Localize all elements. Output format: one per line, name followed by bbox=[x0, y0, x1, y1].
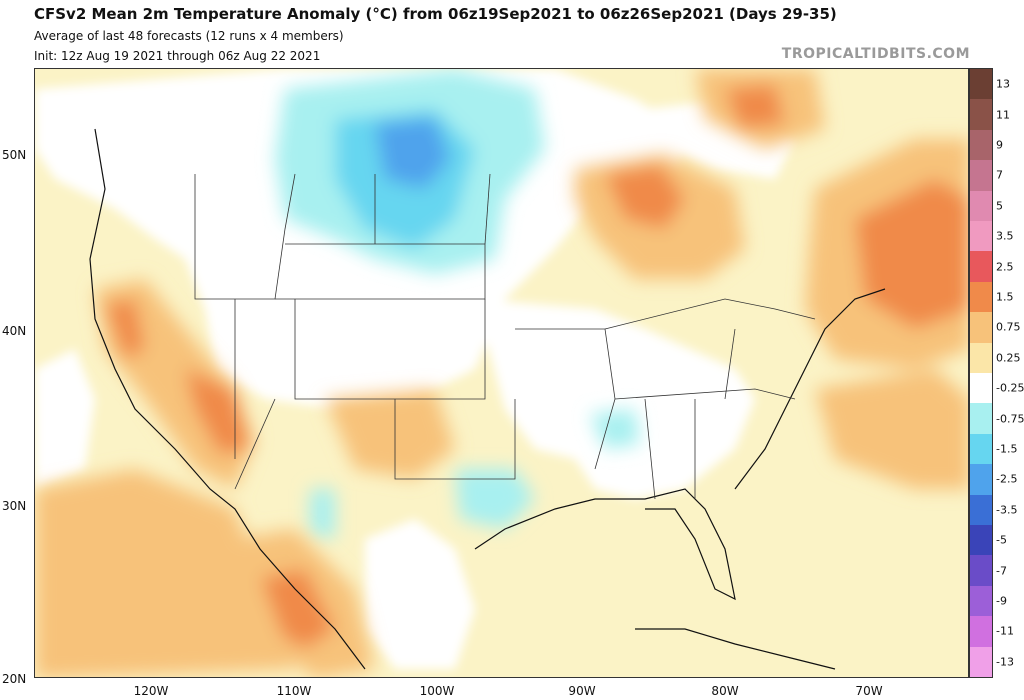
lat-label-20n: 20N bbox=[2, 672, 27, 686]
colorbar-label: 2.5 bbox=[996, 260, 1014, 274]
colorbar-segment bbox=[970, 281, 992, 313]
colorbar-segment bbox=[970, 494, 992, 526]
positive-anomaly-areas bbox=[35, 69, 968, 677]
colorbar-segment bbox=[970, 433, 992, 465]
source-watermark: TROPICALTIDBITS.COM bbox=[781, 46, 970, 62]
colorbar-segment bbox=[970, 312, 992, 344]
colorbar-label: -5 bbox=[996, 533, 1007, 547]
colorbar-segment bbox=[970, 190, 992, 222]
colorbar-segment bbox=[970, 342, 992, 374]
colorbar-segment bbox=[970, 251, 992, 283]
colorbar-label: 1.5 bbox=[996, 290, 1014, 304]
colorbar-segment bbox=[970, 129, 992, 161]
colorbar-label: 5 bbox=[996, 199, 1003, 213]
colorbar-label: -13 bbox=[996, 655, 1014, 669]
colorbar-label: -2.5 bbox=[996, 472, 1018, 486]
colorbar-segment bbox=[970, 646, 992, 678]
colorbar-label: -1.5 bbox=[996, 442, 1018, 456]
colorbar bbox=[969, 68, 993, 678]
colorbar-label: 9 bbox=[996, 138, 1003, 152]
colorbar-segment bbox=[970, 525, 992, 556]
colorbar-segment bbox=[970, 616, 992, 648]
colorbar-segment bbox=[970, 69, 992, 100]
lon-label-70w: 70W bbox=[855, 684, 883, 698]
lat-label-30n: 30N bbox=[2, 499, 27, 513]
colorbar-segment bbox=[970, 555, 992, 587]
colorbar-segment bbox=[970, 160, 992, 192]
forecast-subtitle: Average of last 48 forecasts (12 runs x … bbox=[34, 29, 344, 43]
colorbar-label: -0.75 bbox=[996, 412, 1024, 426]
lon-label-110w: 110W bbox=[276, 684, 312, 698]
coastline-outline bbox=[89, 128, 886, 670]
colorbar-label: 0.25 bbox=[996, 351, 1021, 365]
lon-label-120w: 120W bbox=[133, 684, 169, 698]
map-header: CFSv2 Mean 2m Temperature Anomaly (°C) f… bbox=[0, 0, 1024, 68]
colorbar-segment bbox=[970, 403, 992, 435]
colorbar-label: -9 bbox=[996, 594, 1007, 608]
colorbar-segment bbox=[970, 221, 992, 252]
colorbar-label: 0.75 bbox=[996, 320, 1021, 334]
lon-label-90w: 90W bbox=[568, 684, 596, 698]
colorbar-label: 3.5 bbox=[996, 229, 1014, 243]
colorbar-label: -7 bbox=[996, 564, 1007, 578]
colorbar-label: -0.25 bbox=[996, 381, 1024, 395]
lat-label-50n: 50N bbox=[2, 148, 27, 162]
colorbar-label: -11 bbox=[996, 624, 1014, 638]
state-borders bbox=[194, 173, 816, 500]
colorbar-label: 7 bbox=[996, 168, 1003, 182]
map-title: CFSv2 Mean 2m Temperature Anomaly (°C) f… bbox=[34, 5, 837, 23]
lon-label-80w: 80W bbox=[711, 684, 739, 698]
lat-label-40n: 40N bbox=[2, 324, 27, 338]
colorbar-label: -3.5 bbox=[996, 503, 1018, 517]
colorbar-label: 11 bbox=[996, 108, 1010, 122]
negative-anomaly-areas bbox=[275, 69, 640, 539]
map-canvas bbox=[35, 69, 968, 677]
colorbar-segment bbox=[970, 585, 992, 617]
colorbar-segment bbox=[970, 464, 992, 496]
lon-label-100w: 100W bbox=[419, 684, 455, 698]
colorbar-segment bbox=[970, 373, 992, 404]
init-subtitle: Init: 12z Aug 19 2021 through 06z Aug 22… bbox=[34, 49, 321, 63]
colorbar-label: 13 bbox=[996, 77, 1010, 91]
colorbar-segment bbox=[970, 99, 992, 131]
anomaly-map bbox=[34, 68, 969, 678]
